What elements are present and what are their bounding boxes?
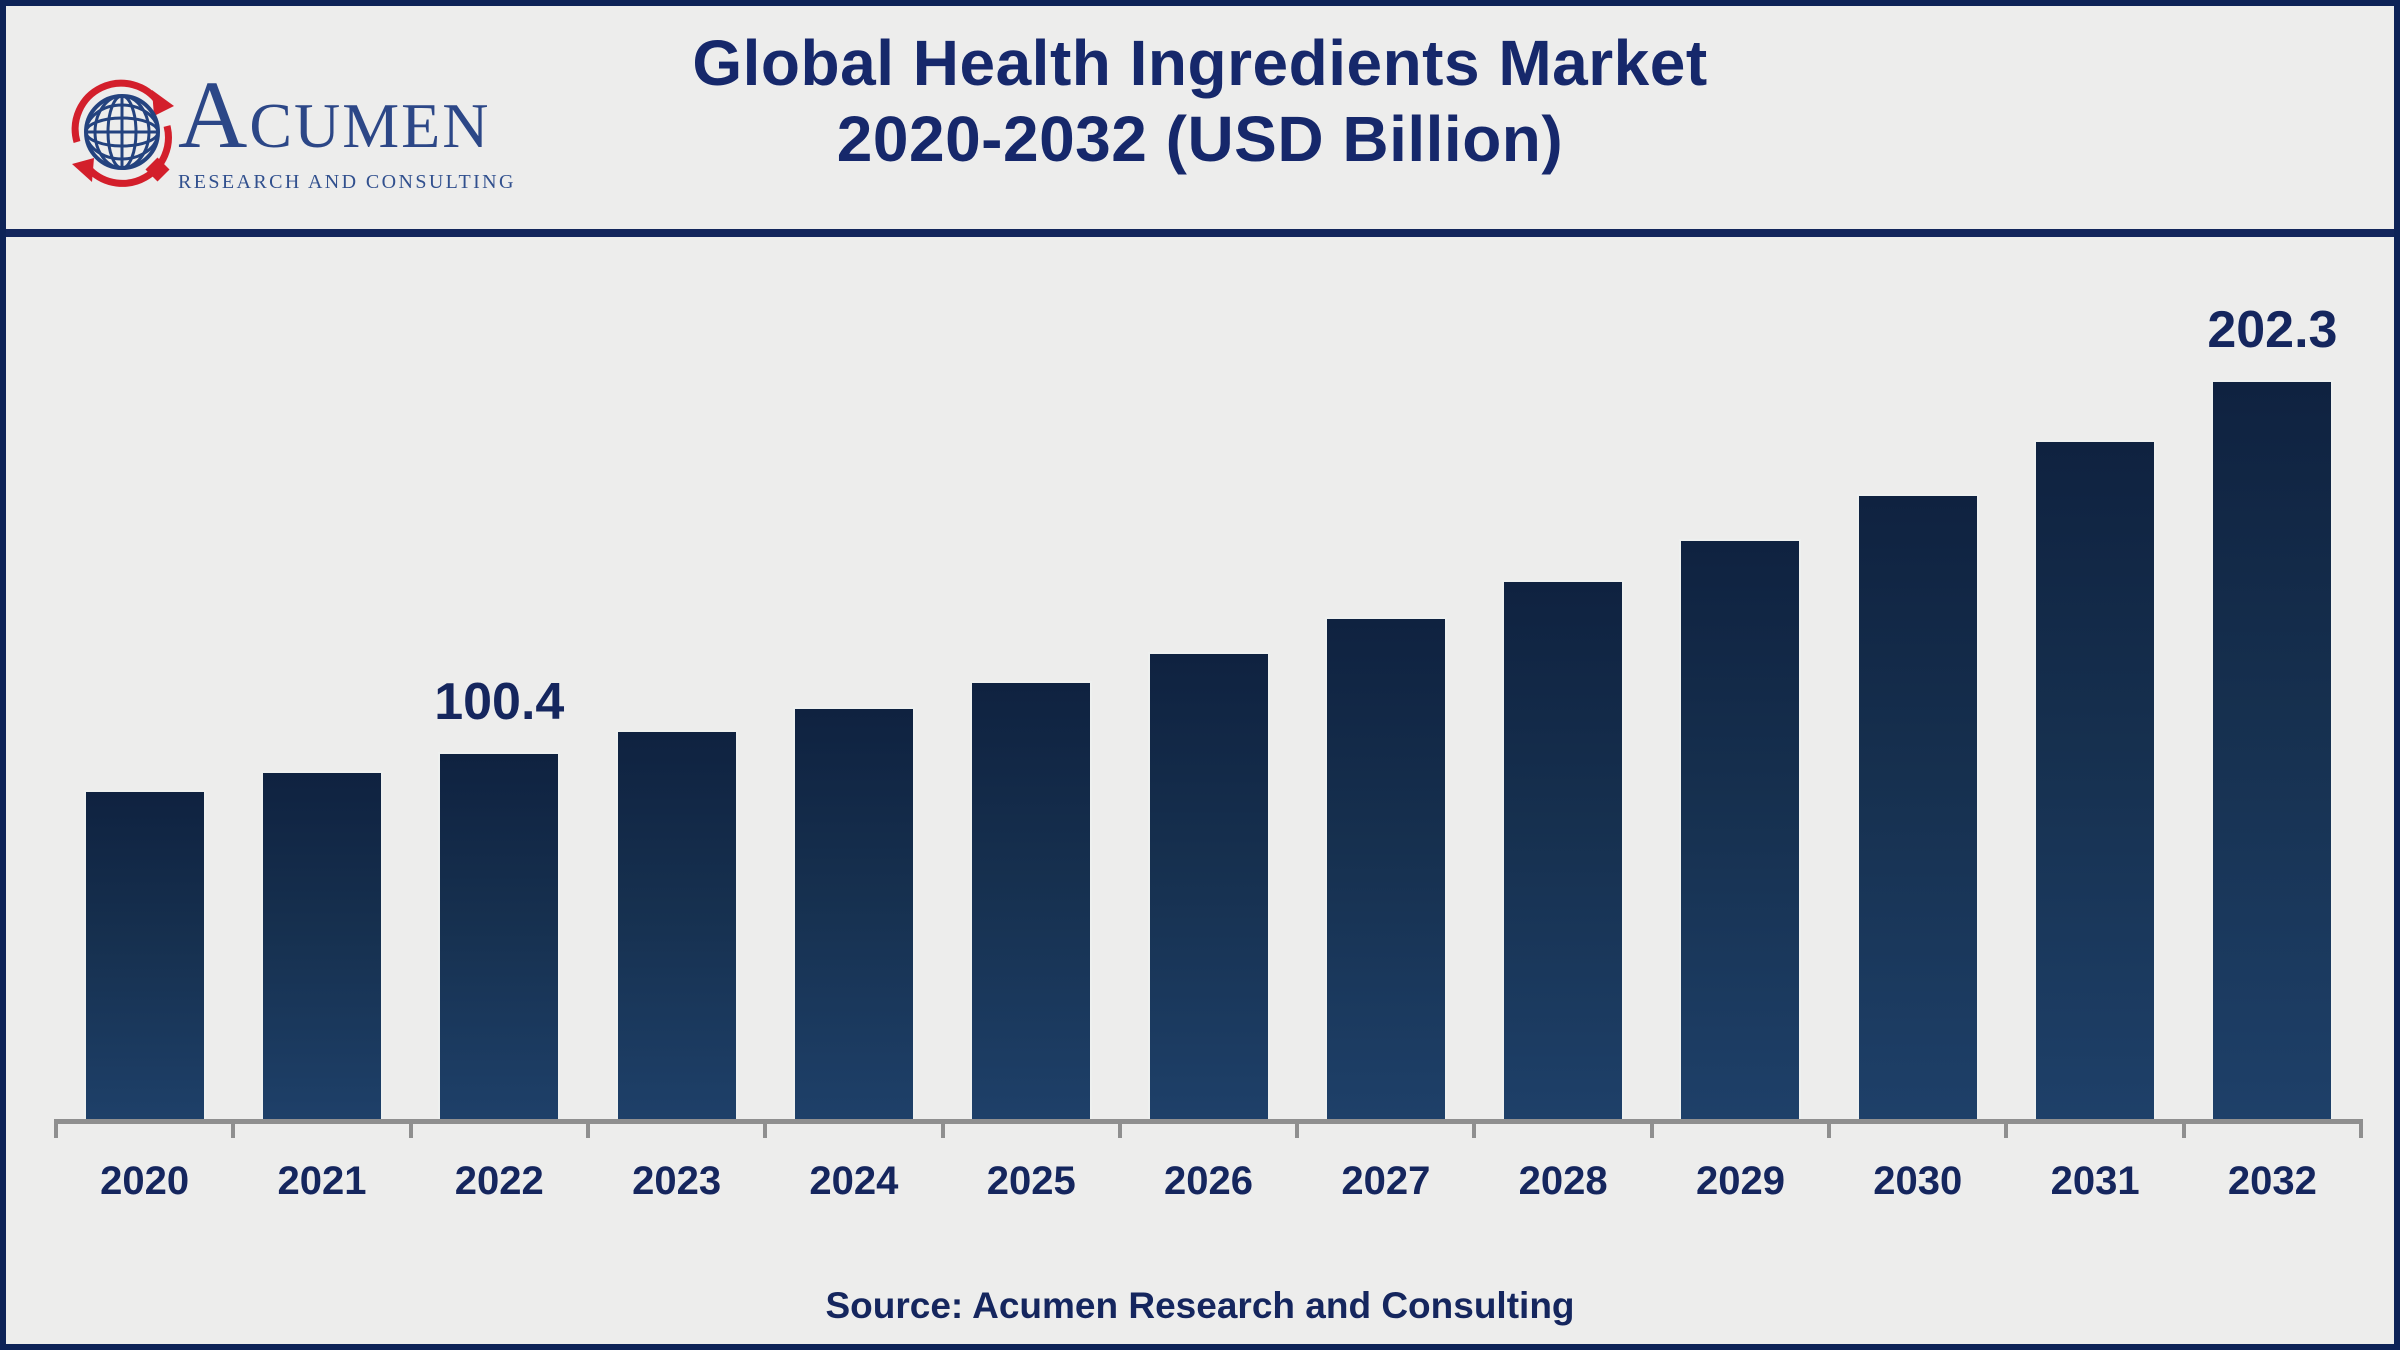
bar-2030 [1856,494,1979,1119]
x-axis-tick [763,1119,768,1138]
source-note: Source: Acumen Research and Consulting [825,1285,1575,1326]
chart-title: Global Health Ingredients Market 2020-20… [6,26,2394,177]
x-axis-tick [2359,1119,2363,1138]
x-axis-tick [1117,1119,1122,1138]
bar-group-2023 [588,237,765,1119]
bar-2022 [438,752,561,1119]
x-axis-tick [2004,1119,2009,1138]
bar-group-2029 [1652,237,1829,1119]
x-axis-label-2023: 2023 [632,1159,722,1203]
header-divider [6,229,2394,237]
x-axis-tick [2181,1119,2186,1138]
bar-group-2031 [2006,237,2183,1119]
x-axis-line [56,1119,2361,1124]
logo-wordmark: ACUMEN [178,67,516,171]
x-axis-label-2025: 2025 [986,1159,1076,1203]
plot-area: 100.4 202.3 [56,237,2361,1119]
bar-2027 [1324,617,1447,1119]
x-axis-tick [231,1119,236,1138]
bar-2023 [615,730,738,1119]
bar-group-2021 [233,237,410,1119]
bar-2020 [83,790,206,1119]
bar-group-2027 [1297,237,1474,1119]
bar-2029 [1679,539,1802,1119]
logo-tagline: RESEARCH AND CONSULTING [178,171,516,193]
bar-2028 [1502,580,1625,1119]
chart-title-line2: 2020-2032 (USD Billion) [836,102,1564,175]
bar-2025 [970,681,1093,1119]
x-axis-label-2029: 2029 [1695,1159,1785,1203]
x-axis-label-2026: 2026 [1164,1159,1254,1203]
x-axis-label-2031: 2031 [2050,1159,2140,1203]
logo-wordmark-initial: A [178,61,250,168]
x-axis-tick [1472,1119,1477,1138]
x-axis-label-2021: 2021 [277,1159,367,1203]
x-axis-label-2030: 2030 [1873,1159,1963,1203]
bar-2021 [260,770,383,1119]
x-axis-label-2024: 2024 [809,1159,899,1203]
bar-group-2022: 100.4 [411,237,588,1119]
bar-group-2028 [1475,237,1652,1119]
x-axis-label-2032: 2032 [2227,1159,2317,1203]
x-axis-label-2020: 2020 [100,1159,190,1203]
chart-title-line1: Global Health Ingredients Market [692,27,1708,99]
bar-2024 [792,707,915,1119]
x-axis-tick [54,1119,58,1138]
logo-text: ACUMEN RESEARCH AND CONSULTING [178,67,516,194]
x-axis-label-2022: 2022 [454,1159,544,1203]
bar-value-label-2022: 100.4 [434,673,565,732]
x-axis-tick [1649,1119,1654,1138]
bar-group-2032: 202.3 [2184,237,2361,1119]
x-axis-tick [1827,1119,1832,1138]
x-axis-tick [940,1119,945,1138]
bar-group-2020 [56,237,233,1119]
bar-2026 [1147,652,1270,1119]
x-axis-label-2028: 2028 [1518,1159,1608,1203]
bar-group-2025 [943,237,1120,1119]
globe-icon [71,79,174,187]
bar-chart: 100.4 202.3 2020 2021 2022 2023 2024 2025 2026 2… [6,237,2394,1344]
x-axis-labels: 2020 2021 2022 2023 2024 2025 2026 2027 2028 2029… [56,1149,2361,1205]
x-axis-tick [1295,1119,1300,1138]
logo-wordmark-rest: CUMEN [249,90,491,161]
header: Global Health Ingredients Market 2020-20… [6,6,2394,223]
bar-group-2024 [765,237,942,1119]
x-axis-tick [408,1119,413,1138]
bar-group-2030 [1829,237,2006,1119]
bar-value-label-2032: 202.3 [2207,301,2338,359]
x-axis-tick [585,1119,590,1138]
acumen-logo: ACUMEN RESEARCH AND CONSULTING [64,66,513,196]
bar-2032 [2211,380,2334,1119]
x-axis-label-2027: 2027 [1341,1159,1431,1203]
bar-group-2026 [1120,237,1297,1119]
bar-2031 [2034,439,2157,1119]
